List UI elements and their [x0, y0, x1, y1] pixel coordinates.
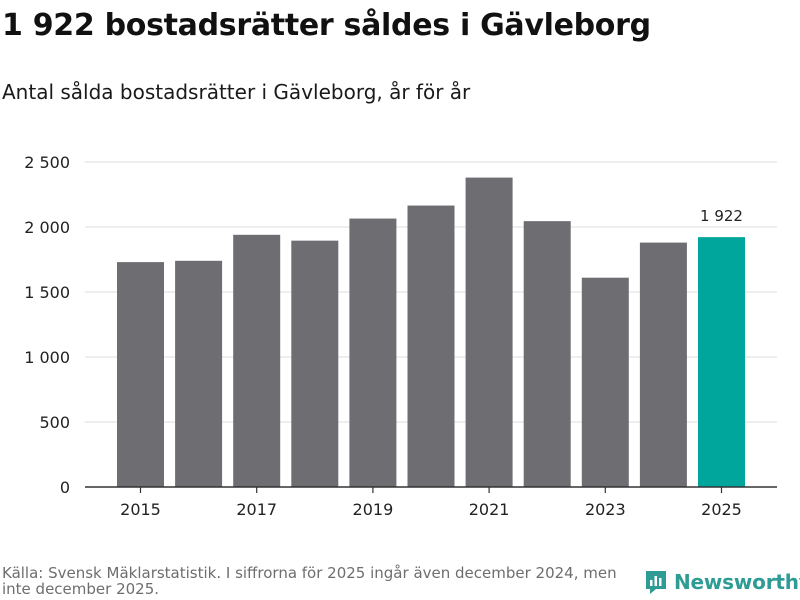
bar-2015 — [117, 262, 164, 487]
bar-2017 — [233, 234, 281, 487]
chart-title: 1 922 bostadsrätter såldes i Gävleborg — [2, 8, 651, 43]
bar-2024 — [639, 242, 687, 487]
bar-2016 — [175, 260, 223, 487]
y-tick-label: 2 000 — [24, 218, 70, 237]
x-tick-label: 2017 — [236, 500, 277, 519]
x-tick-label: 2025 — [701, 500, 742, 519]
source-note: Källa: Svensk Mäklarstatistik. I siffror… — [2, 564, 617, 598]
bar-2022 — [523, 221, 571, 487]
bar-2025 — [698, 237, 745, 487]
y-tick-label: 500 — [39, 413, 70, 432]
bar-2020 — [407, 205, 455, 488]
bar-2018 — [291, 240, 339, 487]
y-tick-label: 1 500 — [24, 283, 70, 302]
x-tick-label: 2021 — [469, 500, 510, 519]
data-label: 1 922 — [700, 207, 743, 225]
newsworthy-logo-icon — [646, 571, 666, 594]
y-tick-label: 0 — [60, 478, 70, 497]
bar-2021 — [465, 177, 513, 487]
x-tick-label: 2015 — [120, 500, 161, 519]
bar-2023 — [581, 277, 629, 487]
bar-2019 — [349, 218, 397, 488]
y-tick-label: 1 000 — [24, 348, 70, 367]
newsworthy-logo: Newsworthy — [644, 569, 800, 595]
chart-subtitle: Antal sålda bostadsrätter i Gävleborg, å… — [2, 80, 471, 104]
logo-text: Newsworthy — [674, 570, 800, 594]
bar-chart: 0 500 1 000 1 500 2 000 2 500 1 922 2015 2017 201… — [24, 153, 777, 519]
x-tick-label: 2023 — [585, 500, 626, 519]
y-tick-label: 2 500 — [24, 153, 70, 172]
x-tick-label: 2019 — [353, 500, 394, 519]
